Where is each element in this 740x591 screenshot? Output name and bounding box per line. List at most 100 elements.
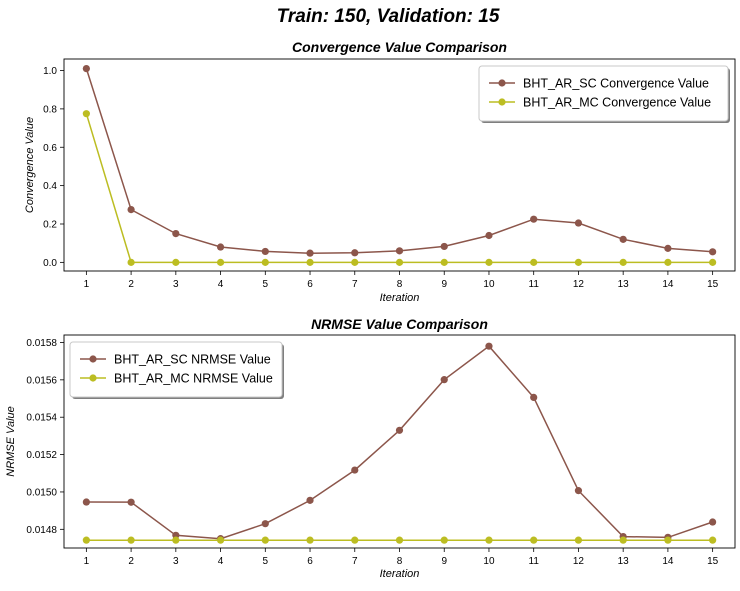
x-tick-label: 2	[128, 556, 134, 567]
y-tick-label: 0.0156	[26, 375, 57, 386]
x-tick-label: 15	[707, 556, 719, 567]
data-point	[306, 258, 314, 266]
data-point	[351, 258, 359, 266]
data-point	[440, 536, 448, 544]
data-point	[82, 498, 90, 506]
panel-title: NRMSE Value Comparison	[311, 316, 488, 332]
y-tick-label: 0.4	[43, 181, 57, 192]
y-tick-label: 1.0	[43, 66, 57, 77]
data-point	[216, 536, 225, 544]
x-tick-label: 8	[397, 279, 403, 290]
legend-label-2: BHT_AR_MC NRMSE Value	[114, 372, 273, 386]
x-tick-label: 15	[707, 279, 719, 290]
data-point	[261, 258, 269, 266]
data-point	[82, 536, 90, 544]
x-tick-label: 11	[529, 556, 540, 567]
y-tick-label: 0.0	[43, 258, 57, 269]
legend-marker-1	[89, 355, 97, 363]
data-point	[709, 258, 717, 266]
y-axis-label: NRMSE Value	[5, 406, 17, 477]
x-tick-label: 9	[441, 279, 447, 290]
y-tick-label: 0.2	[43, 219, 57, 230]
legend-marker-1	[498, 79, 506, 87]
data-point	[82, 110, 90, 118]
y-tick-label: 0.0152	[26, 450, 57, 461]
x-tick-label: 6	[307, 556, 313, 567]
data-point	[574, 536, 583, 544]
data-point	[172, 536, 180, 544]
x-tick-label: 4	[218, 279, 224, 290]
data-point	[485, 258, 493, 266]
data-point	[709, 248, 717, 256]
data-point	[664, 244, 672, 252]
data-point	[395, 426, 404, 434]
y-tick-label: 0.0158	[26, 338, 57, 349]
x-tick-label: 2	[128, 279, 134, 290]
legend-box	[69, 341, 283, 398]
x-tick-label: 1	[84, 556, 90, 567]
data-point	[261, 247, 269, 256]
data-point	[261, 520, 269, 528]
data-point	[530, 393, 538, 402]
x-tick-label: 10	[483, 556, 495, 567]
data-point	[485, 536, 493, 544]
data-point	[216, 243, 225, 251]
data-point	[574, 258, 583, 266]
legend-label-1: BHT_AR_SC NRMSE Value	[114, 353, 271, 367]
data-point	[351, 466, 359, 474]
data-point	[619, 536, 627, 544]
data-point	[127, 498, 135, 506]
legend-marker-2	[89, 374, 97, 382]
data-point	[351, 536, 359, 544]
data-point	[261, 536, 269, 544]
legend-label-2: BHT_AR_MC Convergence Value	[523, 96, 711, 110]
x-tick-label: 11	[529, 279, 540, 290]
x-tick-label: 14	[662, 279, 674, 290]
data-point	[306, 536, 314, 544]
x-tick-label: 10	[483, 279, 495, 290]
x-tick-label: 7	[352, 279, 358, 290]
x-axis-label: Iteration	[380, 292, 420, 304]
data-point	[530, 258, 538, 266]
x-tick-label: 1	[84, 279, 90, 290]
x-tick-label: 5	[263, 279, 269, 290]
data-point	[216, 258, 225, 266]
x-tick-label: 12	[573, 556, 585, 567]
data-point	[127, 536, 135, 544]
data-point	[530, 536, 538, 544]
figure-suptitle: Train: 150, Validation: 15	[277, 6, 500, 27]
data-point	[664, 536, 672, 544]
data-point	[351, 249, 359, 257]
data-point	[709, 518, 717, 526]
data-point	[664, 258, 672, 266]
data-point	[395, 247, 404, 255]
data-point	[440, 242, 448, 251]
x-tick-label: 14	[662, 556, 674, 567]
data-point	[619, 258, 627, 266]
legend-label-1: BHT_AR_SC Convergence Value	[523, 77, 709, 91]
y-tick-label: 0.6	[43, 143, 57, 154]
data-point	[619, 235, 627, 243]
x-tick-label: 12	[573, 279, 585, 290]
x-tick-label: 8	[397, 556, 403, 567]
data-point	[574, 219, 583, 227]
y-tick-label: 0.0148	[26, 525, 57, 536]
data-point	[306, 496, 314, 504]
y-tick-label: 0.8	[43, 104, 57, 115]
x-tick-label: 7	[352, 556, 358, 567]
data-point	[574, 487, 583, 495]
y-tick-label: 0.0154	[26, 413, 57, 424]
data-point	[395, 258, 404, 266]
data-point	[172, 229, 180, 238]
data-point	[485, 342, 493, 350]
data-point	[485, 231, 493, 240]
x-tick-label: 5	[263, 556, 269, 567]
data-point	[306, 249, 314, 257]
data-point	[127, 258, 135, 266]
y-tick-label: 0.0150	[26, 487, 57, 498]
data-point	[709, 536, 717, 544]
x-tick-label: 9	[441, 556, 447, 567]
data-point	[82, 64, 90, 73]
